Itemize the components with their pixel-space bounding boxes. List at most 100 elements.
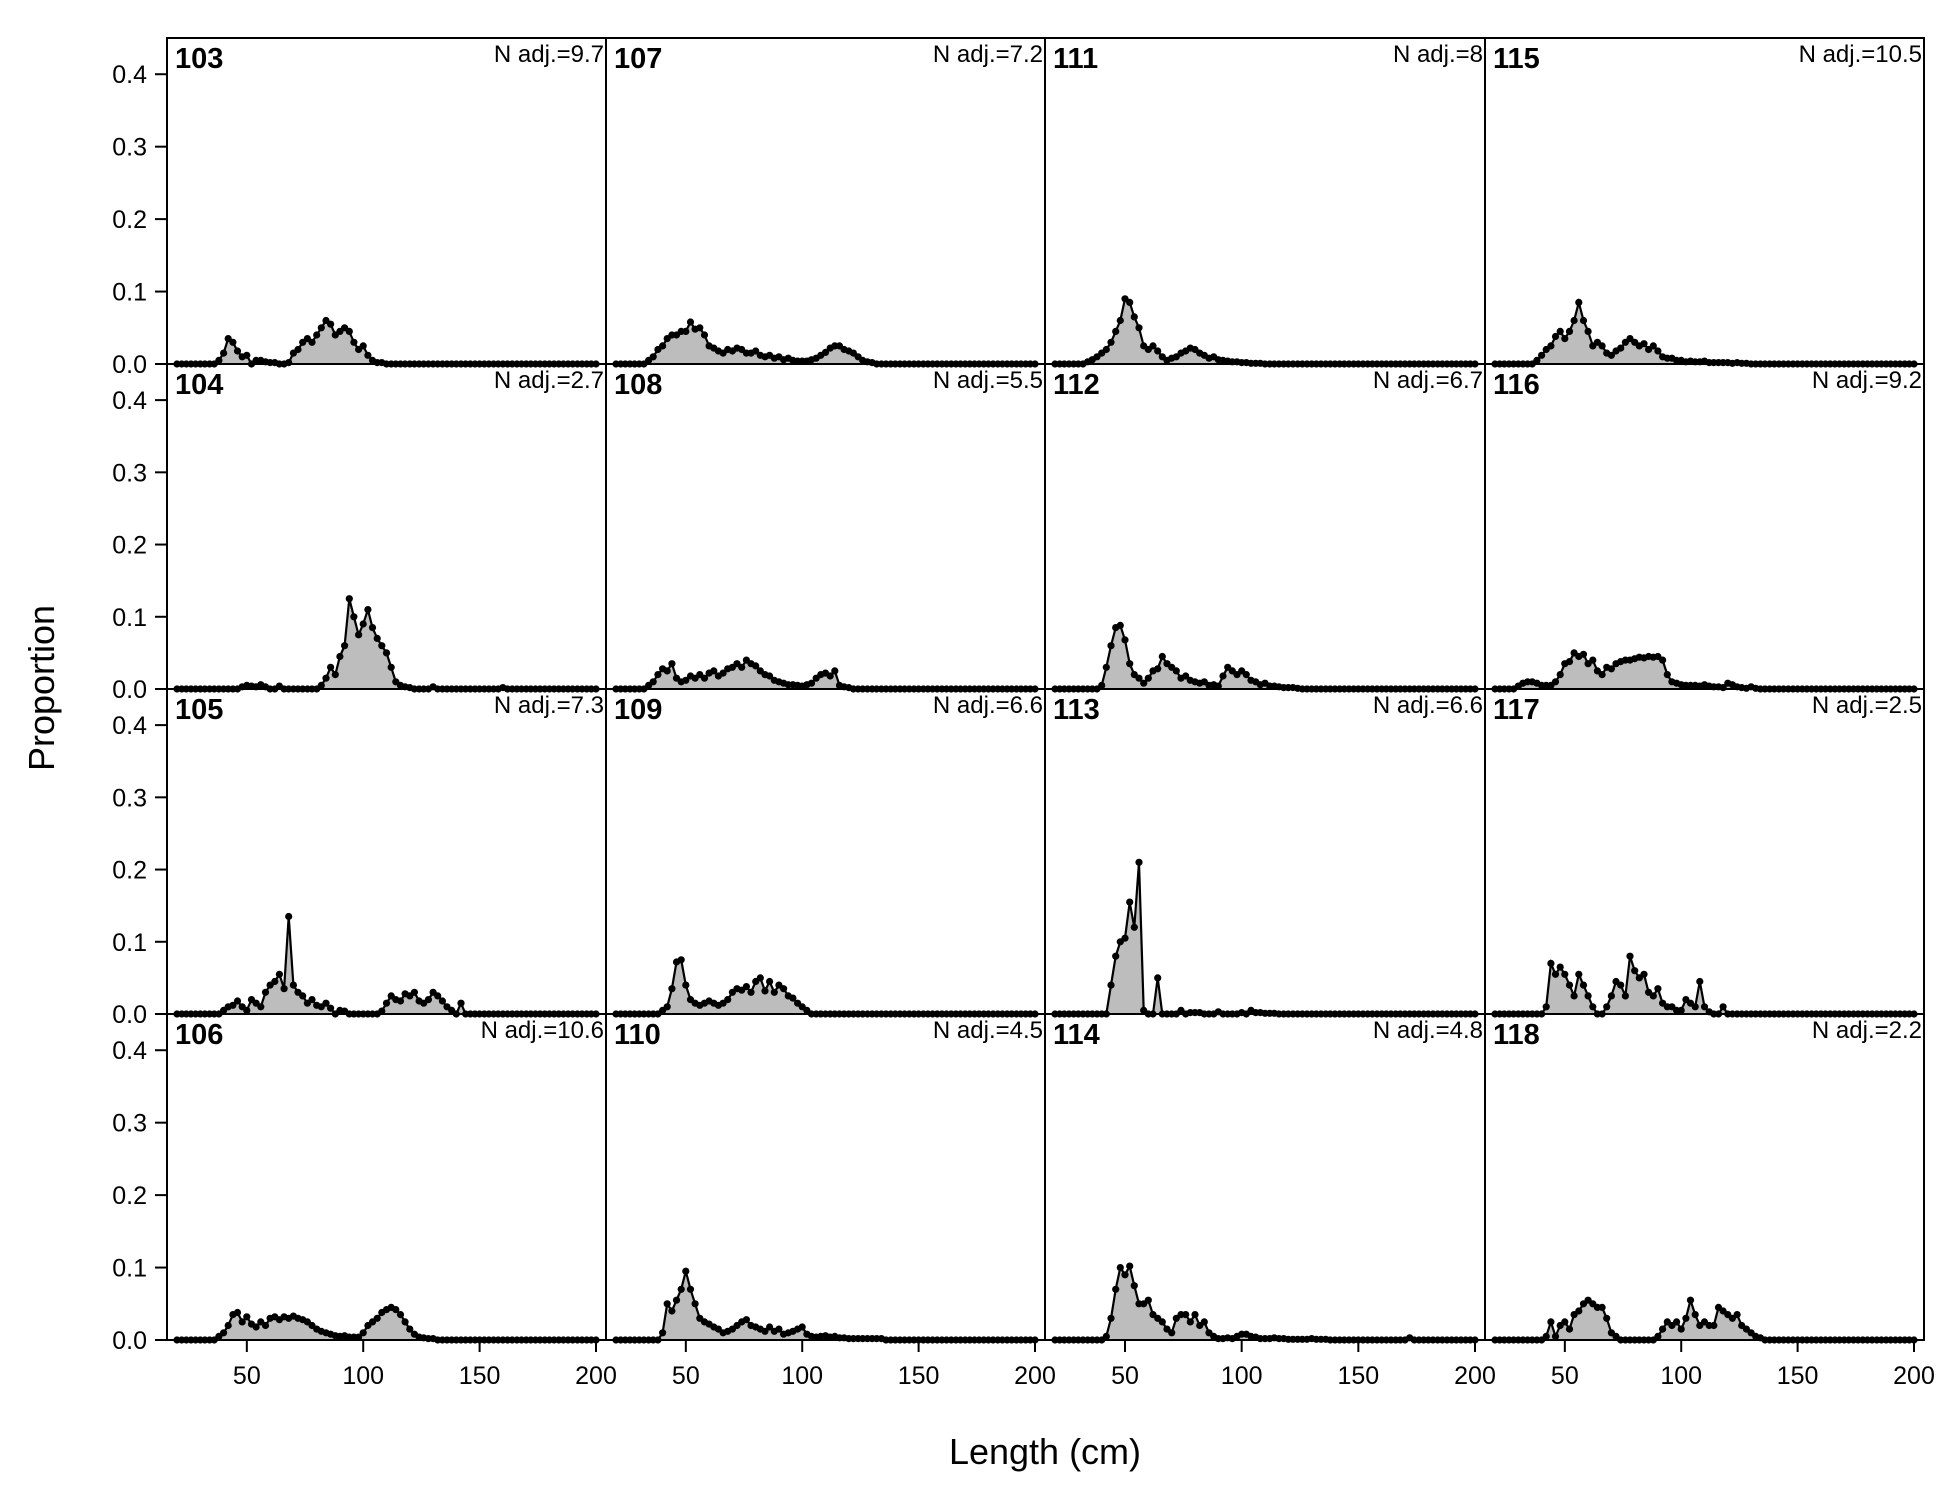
data-point bbox=[686, 318, 695, 326]
data-point bbox=[1579, 650, 1588, 658]
data-point bbox=[233, 347, 242, 355]
data-point bbox=[1182, 1311, 1190, 1319]
y-tick-label: 0.1 bbox=[112, 929, 147, 957]
data-point bbox=[668, 1307, 676, 1315]
panel-105: 105 N adj.=7.3 bbox=[173, 692, 604, 1018]
data-point bbox=[1121, 636, 1129, 644]
data-point bbox=[663, 1300, 671, 1308]
data-point bbox=[1700, 1003, 1709, 1011]
panel-label: 115 bbox=[1493, 43, 1540, 75]
y-tick-label: 0.3 bbox=[112, 134, 147, 162]
data-point bbox=[1603, 1314, 1611, 1322]
data-point bbox=[742, 1316, 751, 1324]
x-tick-label: 150 bbox=[1337, 1362, 1379, 1390]
data-point bbox=[378, 642, 386, 650]
data-point bbox=[350, 613, 358, 621]
data-point bbox=[1538, 351, 1546, 359]
panel-label: 110 bbox=[614, 1019, 661, 1051]
data-point bbox=[1112, 327, 1120, 335]
data-point bbox=[364, 606, 372, 614]
data-point bbox=[1107, 642, 1115, 650]
data-point bbox=[1575, 298, 1583, 306]
data-point bbox=[1214, 682, 1222, 690]
panel-111: 111 N adj.=8 bbox=[1051, 41, 1483, 368]
data-point bbox=[1631, 967, 1639, 975]
data-point bbox=[252, 1323, 260, 1331]
data-point bbox=[1102, 1332, 1110, 1340]
data-point bbox=[1102, 663, 1110, 671]
panel-n-adj: N adj.=7.2 bbox=[933, 41, 1043, 68]
data-point bbox=[1126, 1262, 1134, 1270]
data-point bbox=[392, 1306, 400, 1314]
data-point bbox=[1144, 1296, 1152, 1304]
panel-103: 103 N adj.=9.7 bbox=[173, 41, 604, 368]
panel-118: 118 N adj.=2.2 bbox=[1491, 1017, 1922, 1344]
data-point bbox=[1659, 656, 1667, 664]
data-point bbox=[770, 988, 778, 996]
data-point bbox=[364, 351, 372, 359]
data-point bbox=[243, 1006, 251, 1015]
x-tick-label: 150 bbox=[459, 1362, 501, 1390]
panel-n-adj: N adj.=2.2 bbox=[1812, 1017, 1922, 1044]
data-point bbox=[1098, 681, 1106, 690]
data-point bbox=[1696, 977, 1704, 986]
data-point bbox=[1112, 952, 1120, 960]
data-point bbox=[1626, 952, 1634, 960]
data-point bbox=[1130, 313, 1138, 321]
data-point bbox=[1617, 981, 1625, 989]
data-point bbox=[1135, 674, 1143, 682]
data-point bbox=[434, 992, 442, 1000]
data-point bbox=[373, 1314, 381, 1322]
data-point bbox=[1682, 1314, 1690, 1322]
panel-label: 116 bbox=[1493, 369, 1540, 401]
data-point bbox=[1116, 1264, 1124, 1272]
panel-label: 109 bbox=[614, 694, 662, 726]
data-point bbox=[1547, 959, 1555, 968]
x-tick-label: 100 bbox=[1660, 1362, 1702, 1390]
data-point bbox=[1677, 1325, 1685, 1333]
data-point bbox=[331, 671, 339, 679]
data-point bbox=[438, 997, 446, 1005]
data-point bbox=[682, 676, 690, 684]
data-point bbox=[359, 1329, 367, 1337]
data-point bbox=[289, 981, 297, 989]
data-point bbox=[1589, 1003, 1597, 1011]
panel-109: 109 N adj.=6.6 bbox=[612, 692, 1043, 1018]
data-point bbox=[359, 620, 367, 628]
series-area bbox=[177, 598, 596, 689]
data-point bbox=[261, 1321, 270, 1330]
data-point bbox=[752, 662, 760, 670]
data-point bbox=[387, 663, 395, 671]
data-point bbox=[1551, 678, 1560, 686]
data-point bbox=[299, 992, 307, 1000]
data-point bbox=[1565, 327, 1574, 335]
data-point bbox=[396, 1311, 405, 1319]
panel-106: 106 N adj.=10.6 bbox=[173, 1017, 604, 1344]
data-point bbox=[1663, 671, 1671, 679]
data-point bbox=[1121, 1271, 1129, 1279]
data-point bbox=[410, 988, 418, 996]
data-point bbox=[233, 1308, 242, 1317]
data-point bbox=[1621, 992, 1629, 1000]
data-point bbox=[294, 345, 302, 354]
panel-108: 108 N adj.=5.5 bbox=[612, 367, 1043, 693]
data-point bbox=[220, 1329, 228, 1337]
data-point bbox=[317, 324, 325, 332]
data-point bbox=[238, 1318, 246, 1326]
panel-label: 111 bbox=[1053, 43, 1098, 75]
y-tick-label: 0.2 bbox=[112, 1182, 147, 1210]
data-point bbox=[1575, 970, 1583, 978]
data-point bbox=[285, 359, 293, 367]
data-point bbox=[700, 674, 709, 682]
data-point bbox=[345, 327, 353, 335]
panel-label: 106 bbox=[175, 1019, 223, 1051]
data-point bbox=[677, 1285, 685, 1293]
data-point bbox=[1565, 658, 1574, 666]
data-point bbox=[766, 1323, 774, 1331]
data-point bbox=[1598, 1303, 1606, 1311]
panel-label: 112 bbox=[1053, 369, 1100, 401]
data-point bbox=[1551, 332, 1560, 341]
data-point bbox=[1565, 1325, 1574, 1333]
